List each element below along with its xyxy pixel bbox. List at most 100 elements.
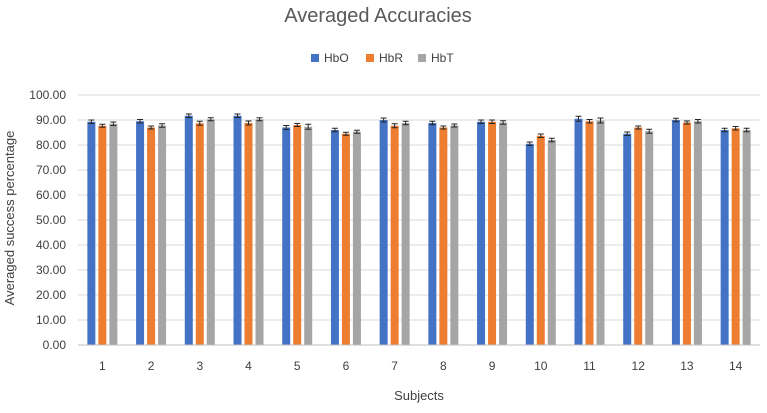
error-bar-hbt-subject-8 bbox=[451, 123, 458, 128]
error-bar-hbt-subject-11 bbox=[597, 117, 604, 124]
bar-hbr-subject-3 bbox=[195, 123, 204, 345]
error-bar-hbr-subject-13 bbox=[683, 120, 690, 125]
x-tick-label: 4 bbox=[245, 359, 252, 373]
x-tick-label: 10 bbox=[534, 359, 548, 373]
bar-hbt-subject-1 bbox=[109, 123, 118, 345]
error-bar-hbt-subject-1 bbox=[110, 121, 117, 126]
error-bars bbox=[88, 113, 750, 146]
bar-hbo-subject-1 bbox=[87, 121, 96, 345]
y-axis-label: Averaged success percentage bbox=[2, 131, 17, 306]
bar-hbr-subject-4 bbox=[244, 123, 253, 345]
error-bar-hbo-subject-2 bbox=[137, 119, 144, 124]
bar-hbt-subject-3 bbox=[206, 119, 215, 345]
bar-hbo-subject-7 bbox=[379, 120, 388, 345]
error-bar-hbr-subject-14 bbox=[732, 126, 739, 131]
error-bar-hbo-subject-11 bbox=[575, 115, 582, 122]
x-tick-label: 12 bbox=[632, 359, 646, 373]
bar-hbo-subject-13 bbox=[671, 120, 680, 345]
error-bar-hbr-subject-10 bbox=[537, 133, 544, 138]
gridlines bbox=[78, 94, 760, 321]
x-tick-label: 2 bbox=[148, 359, 155, 373]
bar-hbr-subject-9 bbox=[488, 121, 497, 345]
error-bar-hbr-subject-9 bbox=[489, 119, 496, 124]
y-tick-label: 40.00 bbox=[36, 238, 66, 252]
x-tick-label: 3 bbox=[196, 359, 203, 373]
x-tick-label: 5 bbox=[294, 359, 301, 373]
error-bar-hbo-subject-13 bbox=[672, 117, 679, 123]
error-bar-hbt-subject-12 bbox=[646, 128, 653, 134]
bar-hbr-subject-10 bbox=[536, 135, 545, 345]
legend-label-hbr: HbR bbox=[379, 51, 403, 65]
error-bar-hbt-subject-6 bbox=[353, 129, 360, 134]
error-bar-hbo-subject-8 bbox=[429, 120, 436, 126]
bar-hbr-subject-7 bbox=[390, 125, 399, 345]
x-tick-label: 13 bbox=[680, 359, 694, 373]
bar-hbr-subject-6 bbox=[341, 133, 350, 345]
error-bar-hbr-subject-4 bbox=[245, 120, 252, 126]
bar-hbt-subject-8 bbox=[450, 125, 459, 345]
error-bar-hbr-subject-7 bbox=[391, 123, 398, 129]
y-tick-label: 0.00 bbox=[43, 338, 67, 352]
bar-hbt-subject-7 bbox=[401, 123, 410, 345]
error-bar-hbt-subject-10 bbox=[548, 137, 555, 143]
bar-hbo-subject-8 bbox=[428, 123, 437, 345]
chart-title: Averaged Accuracies bbox=[284, 5, 472, 27]
error-bar-hbr-subject-11 bbox=[586, 119, 593, 124]
error-bar-hbo-subject-3 bbox=[185, 113, 192, 118]
bar-hbt-subject-5 bbox=[304, 126, 313, 345]
error-bar-hbr-subject-2 bbox=[148, 125, 155, 130]
bar-hbr-subject-14 bbox=[731, 128, 740, 345]
error-bar-hbo-subject-7 bbox=[380, 117, 387, 123]
error-bar-hbt-subject-14 bbox=[743, 127, 750, 133]
bar-hbt-subject-14 bbox=[742, 130, 751, 345]
x-tick-label: 14 bbox=[729, 359, 743, 373]
bars bbox=[87, 115, 751, 345]
bar-hbo-subject-2 bbox=[136, 121, 145, 345]
y-tick-label: 30.00 bbox=[36, 263, 66, 277]
error-bar-hbo-subject-4 bbox=[234, 113, 241, 118]
bar-hbt-subject-4 bbox=[255, 119, 264, 345]
y-tick-label: 90.00 bbox=[36, 113, 66, 127]
y-axis-ticks: 0.00 10.00 20.00 30.00 40.00 50.00 60.00 70.00 8… bbox=[29, 88, 66, 352]
error-bar-hbr-subject-12 bbox=[635, 125, 642, 130]
bar-hbr-subject-11 bbox=[585, 121, 594, 345]
error-bar-hbr-subject-6 bbox=[342, 131, 349, 136]
error-bar-hbo-subject-5 bbox=[283, 125, 290, 130]
y-tick-label: 20.00 bbox=[36, 288, 66, 302]
bar-hbr-subject-5 bbox=[293, 125, 302, 345]
bar-hbt-subject-13 bbox=[693, 121, 702, 345]
legend-swatch-hbr bbox=[366, 54, 374, 62]
legend-label-hbt: HbT bbox=[431, 51, 454, 65]
error-bar-hbr-subject-5 bbox=[294, 123, 301, 127]
bar-hbo-subject-14 bbox=[720, 130, 729, 345]
y-tick-label: 100.00 bbox=[29, 88, 66, 102]
legend-swatch-hbt bbox=[418, 54, 426, 62]
legend-label-hbo: HbO bbox=[324, 51, 349, 65]
x-axis-label: Subjects bbox=[394, 388, 444, 403]
y-tick-label: 10.00 bbox=[36, 313, 66, 327]
bar-hbo-subject-9 bbox=[477, 121, 486, 345]
bar-hbr-subject-8 bbox=[439, 127, 448, 345]
x-tick-label: 9 bbox=[489, 359, 496, 373]
bar-hbt-subject-2 bbox=[158, 125, 167, 345]
error-bar-hbo-subject-9 bbox=[478, 119, 485, 124]
bar-hbr-subject-2 bbox=[147, 127, 156, 345]
bar-hbo-subject-12 bbox=[623, 133, 632, 345]
error-bar-hbr-subject-8 bbox=[440, 125, 447, 130]
x-tick-label: 1 bbox=[99, 359, 106, 373]
bar-hbt-subject-12 bbox=[645, 131, 654, 345]
error-bar-hbt-subject-2 bbox=[159, 123, 166, 128]
bar-hbr-subject-13 bbox=[682, 122, 691, 345]
y-tick-label: 70.00 bbox=[36, 163, 66, 177]
bar-hbr-subject-1 bbox=[98, 125, 107, 345]
legend: HbO HbR HbT bbox=[311, 51, 454, 65]
bar-hbt-subject-6 bbox=[352, 131, 361, 345]
error-bar-hbt-subject-9 bbox=[500, 120, 507, 125]
bar-hbo-subject-11 bbox=[574, 118, 583, 345]
y-tick-label: 80.00 bbox=[36, 138, 66, 152]
x-tick-label: 7 bbox=[391, 359, 398, 373]
y-tick-label: 60.00 bbox=[36, 188, 66, 202]
error-bar-hbt-subject-4 bbox=[256, 117, 263, 122]
bar-hbo-subject-6 bbox=[330, 130, 339, 345]
